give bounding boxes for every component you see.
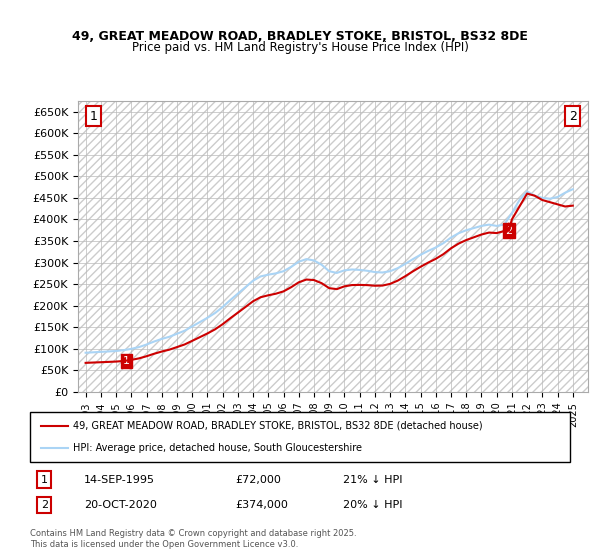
- Text: Price paid vs. HM Land Registry's House Price Index (HPI): Price paid vs. HM Land Registry's House …: [131, 41, 469, 54]
- Text: 2: 2: [569, 110, 577, 123]
- Text: 1: 1: [123, 356, 130, 366]
- Text: 20-OCT-2020: 20-OCT-2020: [84, 500, 157, 510]
- Text: 2: 2: [505, 226, 512, 236]
- Text: 20% ↓ HPI: 20% ↓ HPI: [343, 500, 403, 510]
- Text: 1: 1: [89, 110, 97, 123]
- Text: 14-SEP-1995: 14-SEP-1995: [84, 474, 155, 484]
- FancyBboxPatch shape: [30, 412, 570, 462]
- Text: Contains HM Land Registry data © Crown copyright and database right 2025.
This d: Contains HM Land Registry data © Crown c…: [30, 529, 356, 549]
- Text: 2: 2: [41, 500, 48, 510]
- Text: £72,000: £72,000: [235, 474, 281, 484]
- Text: 1: 1: [41, 474, 48, 484]
- Text: 49, GREAT MEADOW ROAD, BRADLEY STOKE, BRISTOL, BS32 8DE (detached house): 49, GREAT MEADOW ROAD, BRADLEY STOKE, BR…: [73, 421, 483, 431]
- Text: £374,000: £374,000: [235, 500, 288, 510]
- Text: HPI: Average price, detached house, South Gloucestershire: HPI: Average price, detached house, Sout…: [73, 443, 362, 453]
- Text: 21% ↓ HPI: 21% ↓ HPI: [343, 474, 403, 484]
- Text: 49, GREAT MEADOW ROAD, BRADLEY STOKE, BRISTOL, BS32 8DE: 49, GREAT MEADOW ROAD, BRADLEY STOKE, BR…: [72, 30, 528, 43]
